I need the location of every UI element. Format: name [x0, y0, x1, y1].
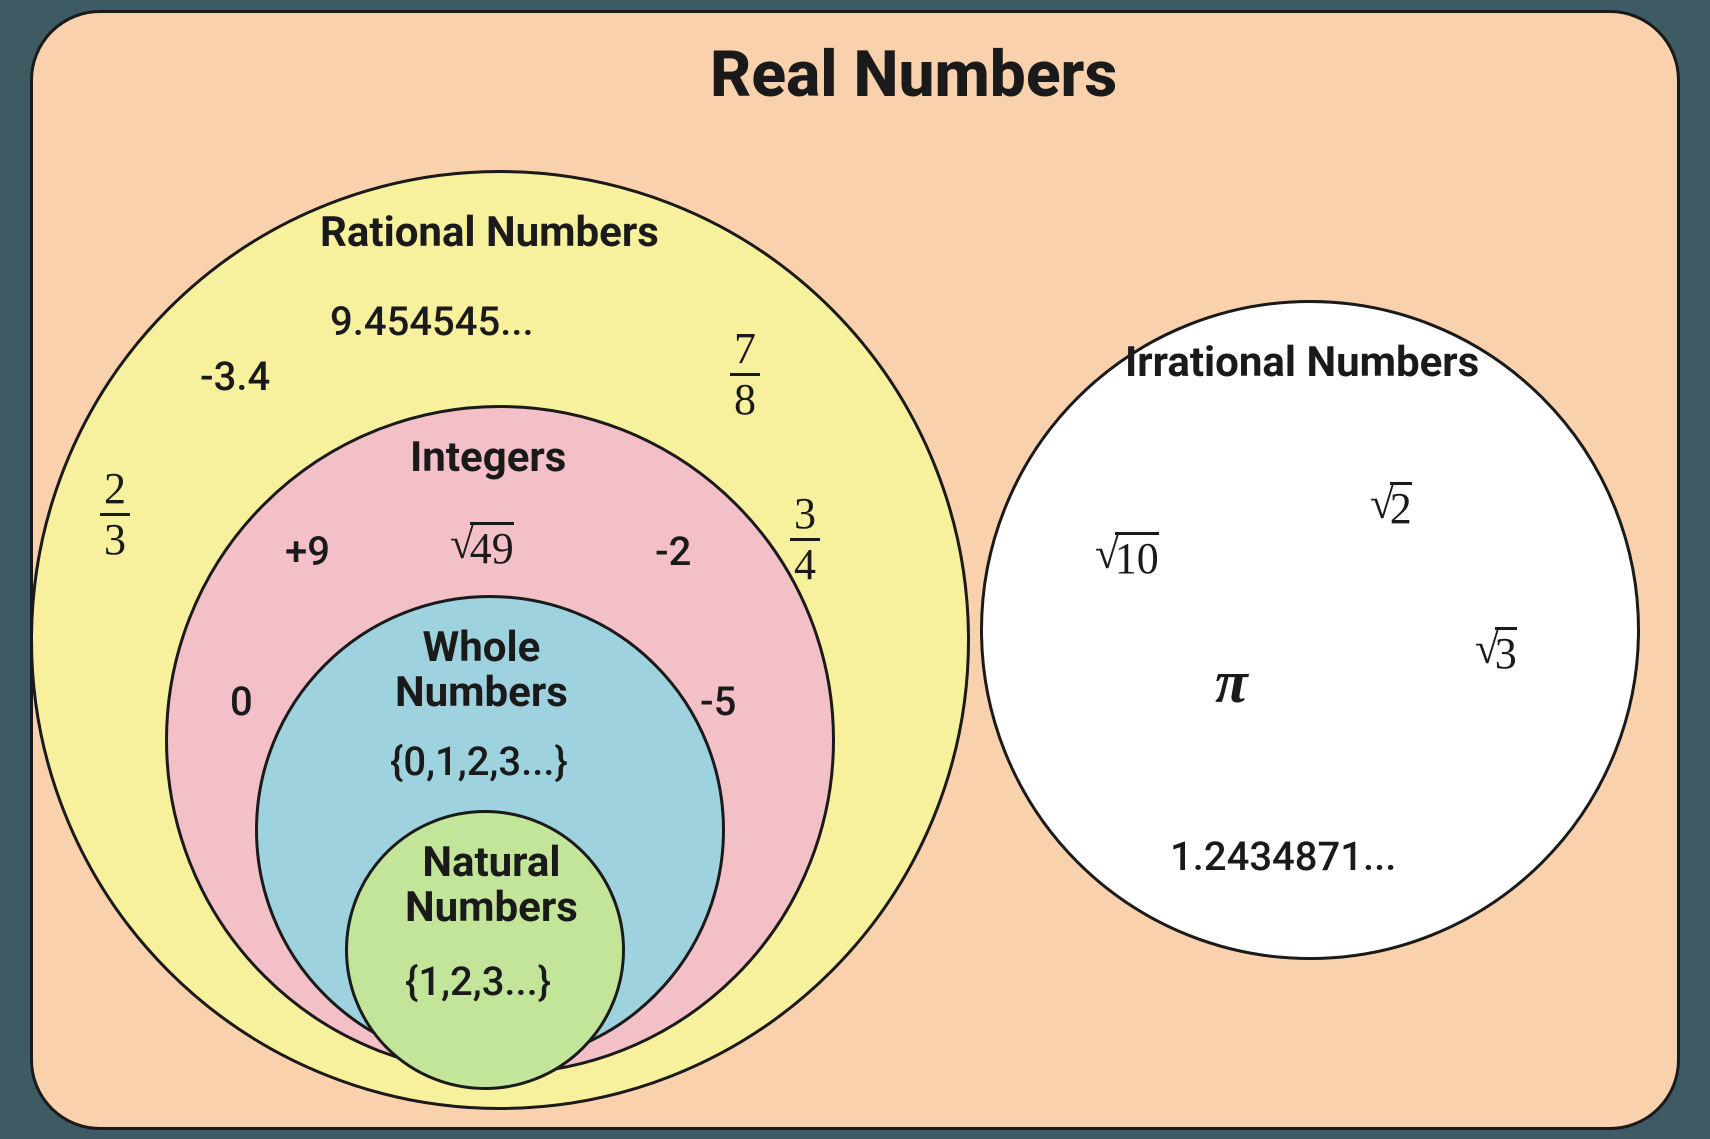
natural-title: NaturalNumbers: [405, 840, 578, 931]
integers-title: Integers: [410, 435, 566, 480]
integer-zero: 0: [230, 680, 253, 723]
rational-neg-3-4: -3.4: [200, 355, 270, 398]
irrational-title: Irrational Numbers: [1125, 340, 1479, 385]
whole-title: WholeNumbers: [395, 625, 568, 716]
real-numbers-title: Real Numbers: [710, 40, 1117, 109]
irrational-sqrt-2: √2: [1370, 480, 1412, 531]
rational-frac-3-4: 34: [790, 490, 820, 587]
irrational-decimal: 1.2434871...: [1170, 835, 1396, 878]
irrational-pi: π: [1215, 650, 1248, 715]
integer-plus-9: +9: [285, 530, 330, 573]
irrational-sqrt-10: √10: [1095, 530, 1159, 581]
rational-frac-2-3: 23: [100, 465, 130, 562]
whole-subtitle: {0,1,2,3...}: [390, 740, 568, 783]
irrational-sqrt-3: √3: [1475, 625, 1517, 676]
rational-repeating: 9.454545...: [330, 300, 534, 343]
integer-neg-5: -5: [700, 680, 736, 723]
rational-frac-7-8: 78: [730, 325, 760, 422]
integer-sqrt-49: √49: [450, 520, 514, 571]
integer-neg-2: -2: [655, 530, 691, 573]
natural-subtitle: {1,2,3...}: [405, 960, 551, 1003]
rational-title: Rational Numbers: [320, 210, 659, 255]
